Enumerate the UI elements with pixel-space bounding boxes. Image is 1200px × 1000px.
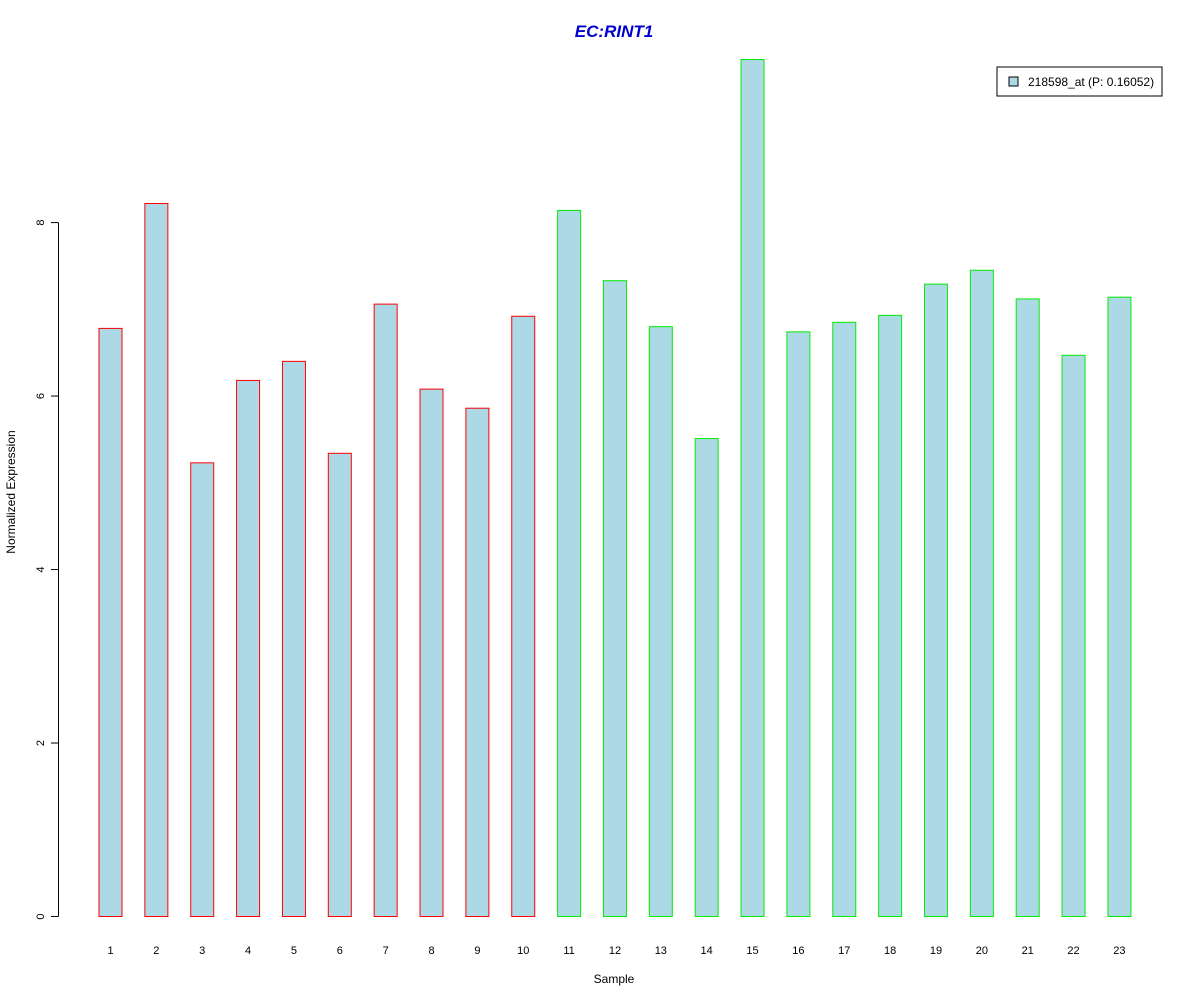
bar-sample-12 xyxy=(602,280,627,917)
x-tick-label: 15 xyxy=(746,945,758,957)
x-tick-label: 6 xyxy=(337,945,343,957)
x-tick-label: 8 xyxy=(428,945,434,957)
x-tick-label: 22 xyxy=(1067,945,1079,957)
legend-label: 218598_at (P: 0.16052) xyxy=(1028,75,1154,89)
bar-sample-8 xyxy=(419,388,444,918)
bar-sample-11 xyxy=(557,209,582,918)
x-tick-label: 19 xyxy=(930,945,942,957)
x-tick-label: 7 xyxy=(383,945,389,957)
legend: 218598_at (P: 0.16052) xyxy=(996,66,1163,97)
y-tick-label: 6 xyxy=(35,393,47,399)
y-tick-label: 2 xyxy=(35,740,47,746)
x-tick-label: 3 xyxy=(199,945,205,957)
legend-swatch xyxy=(1008,76,1019,87)
bar-sample-1 xyxy=(98,327,123,917)
bar-sample-23 xyxy=(1107,296,1132,917)
bar-sample-18 xyxy=(878,314,903,917)
bar-sample-3 xyxy=(190,462,215,917)
bar-sample-7 xyxy=(373,303,398,917)
bars xyxy=(98,59,1132,918)
x-tick-label: 9 xyxy=(474,945,480,957)
bar-sample-14 xyxy=(694,438,719,917)
y-tick-label: 0 xyxy=(35,913,47,919)
bar-sample-4 xyxy=(236,379,261,917)
x-tick-label: 17 xyxy=(838,945,850,957)
bar-sample-19 xyxy=(923,283,948,917)
x-tick-label: 11 xyxy=(563,945,574,957)
x-tick-label: 12 xyxy=(609,945,621,957)
x-tick-label: 5 xyxy=(291,945,297,957)
x-tick-label: 1 xyxy=(107,945,113,957)
x-tick-label: 10 xyxy=(517,945,529,957)
x-tick-labels: 1 2 3 4 5 6 7 8 9 10 11 12 13 14 15 16 17 18 19 20 21 22 23 xyxy=(107,945,1125,957)
bar-sample-20 xyxy=(969,269,994,918)
bar-sample-6 xyxy=(327,452,352,917)
x-tick-label: 13 xyxy=(655,945,667,957)
bar-sample-15 xyxy=(740,59,765,917)
bar-sample-5 xyxy=(281,360,306,918)
x-tick-label: 23 xyxy=(1113,945,1125,957)
y-tick-label: 8 xyxy=(35,220,47,226)
y-axis-label: Normalized Expression xyxy=(4,430,18,553)
bar-sample-2 xyxy=(144,202,169,918)
x-tick-label: 14 xyxy=(701,945,713,957)
bar-sample-9 xyxy=(465,407,490,917)
bar-sample-13 xyxy=(648,326,673,918)
y-tick-label: 4 xyxy=(35,566,47,572)
bar-sample-10 xyxy=(511,315,536,917)
x-tick-label: 16 xyxy=(792,945,804,957)
y-axis: 0 2 4 6 8 xyxy=(35,220,59,920)
x-tick-label: 18 xyxy=(884,945,896,957)
bar-sample-17 xyxy=(832,321,857,917)
x-tick-label: 4 xyxy=(245,945,251,957)
legend-box xyxy=(996,66,1163,97)
chart-title: EC:RINT1 xyxy=(575,22,653,41)
bar-sample-22 xyxy=(1061,354,1086,917)
bar-sample-21 xyxy=(1015,298,1040,917)
x-tick-label: 21 xyxy=(1022,945,1034,957)
x-tick-label: 20 xyxy=(976,945,988,957)
x-tick-label: 2 xyxy=(153,945,159,957)
x-axis-label: Sample xyxy=(594,972,635,986)
bar-sample-16 xyxy=(786,331,811,917)
